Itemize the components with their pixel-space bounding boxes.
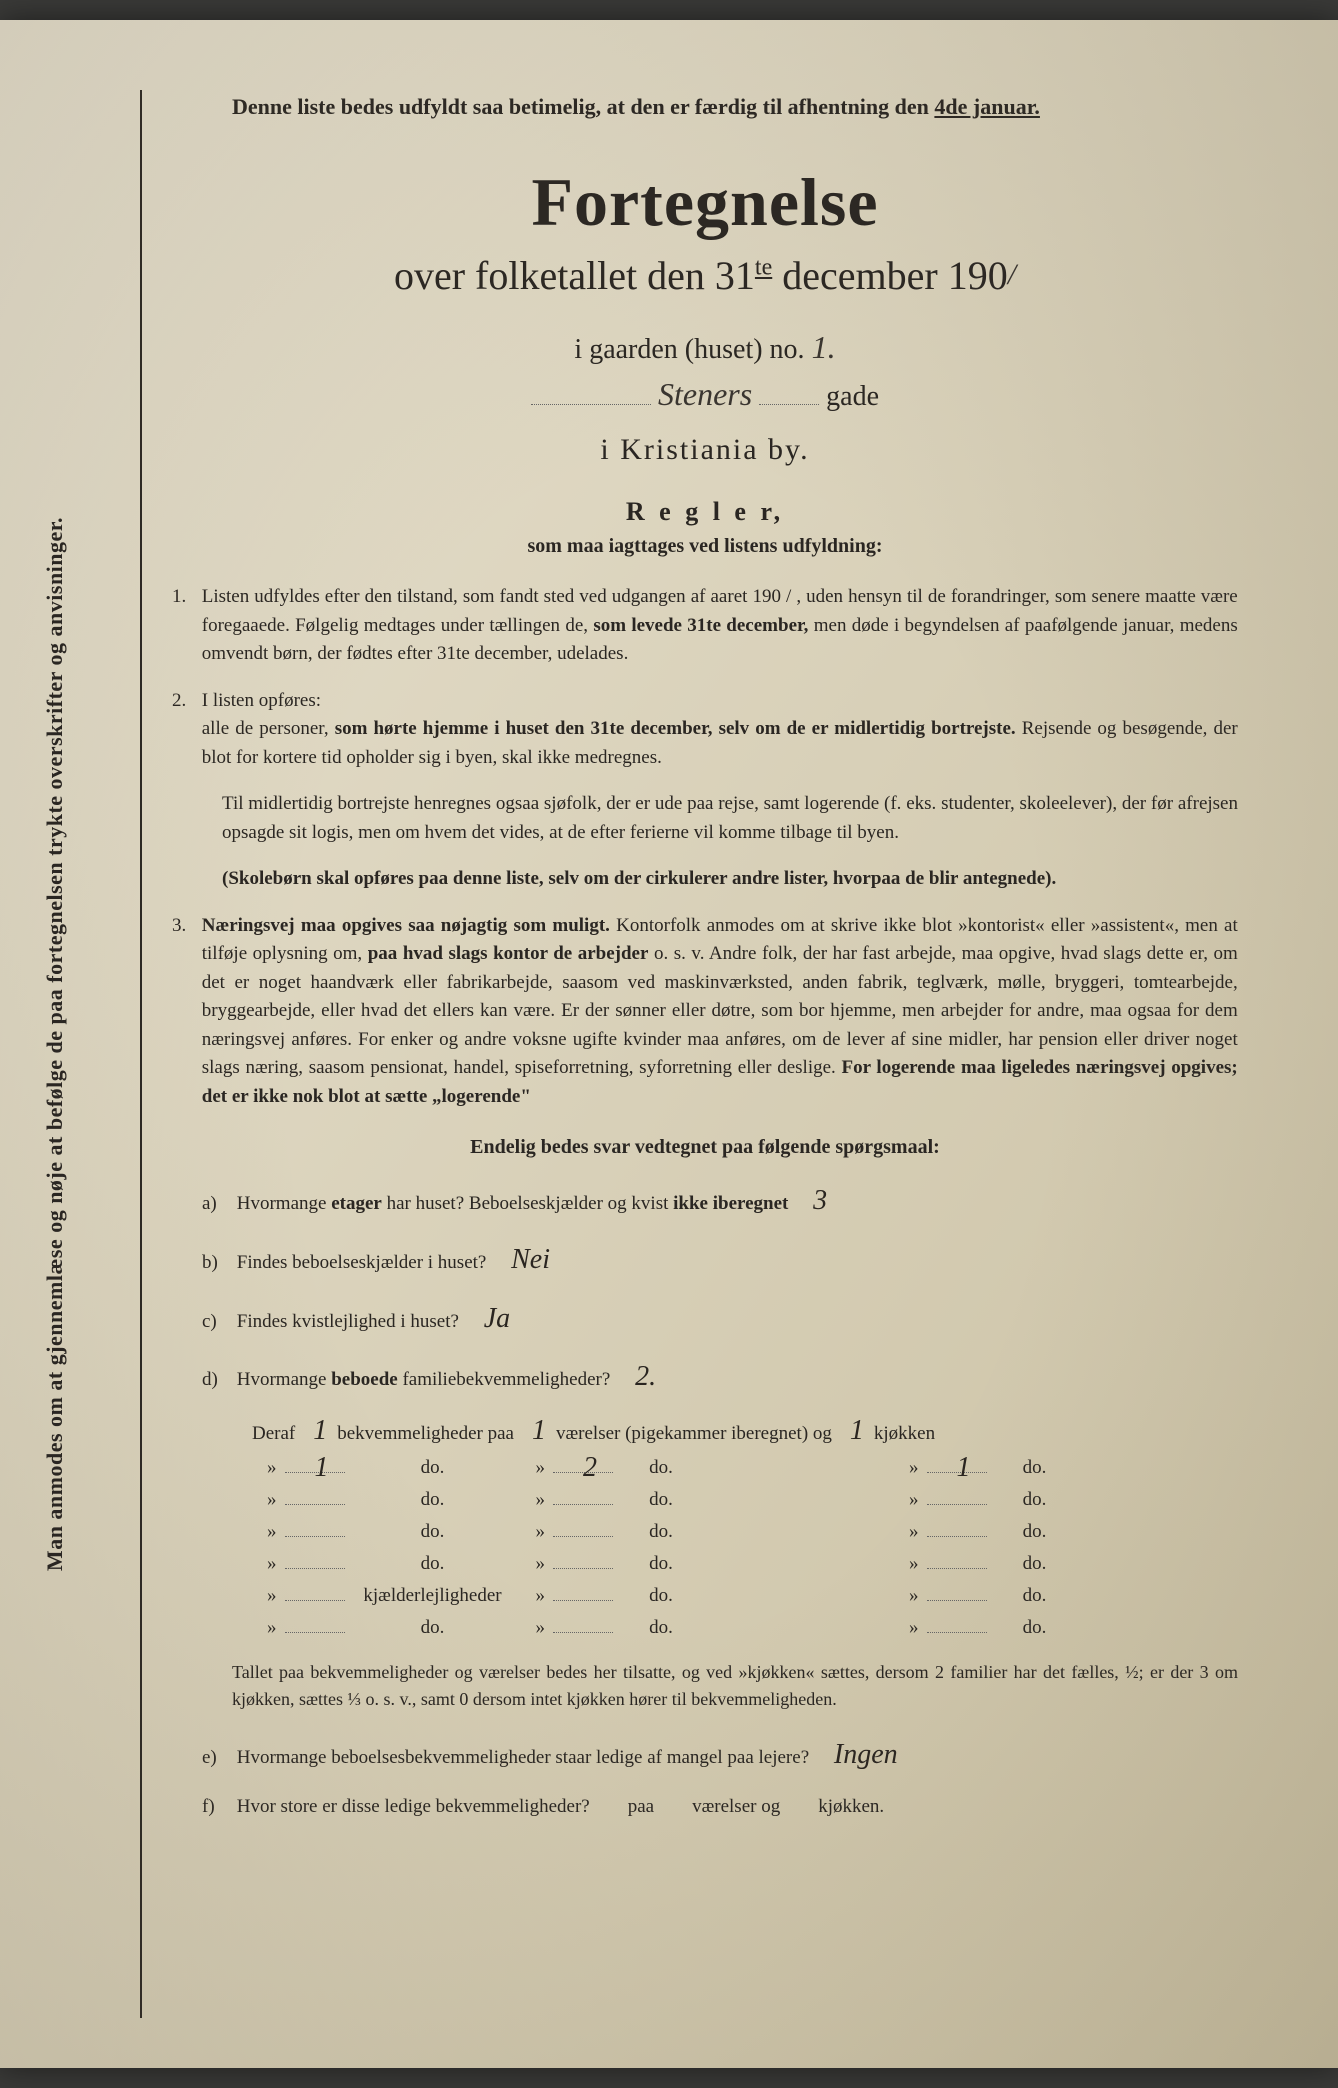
question-f: f) Hvor store er disse ledige bekvemmeli…: [202, 1792, 1238, 1822]
top-instruction: Denne liste bedes udfyldt saa betimelig,…: [232, 90, 1238, 123]
street-blank-left: [531, 404, 651, 405]
question-a-bold2: ikke iberegnet: [673, 1193, 788, 1214]
rule-2-body1: alle de personer,: [202, 718, 329, 739]
table-rows-container: »1do.»2do.»1do. »do.»do.»do. »do.»do.»do. »…: [252, 1457, 1238, 1639]
answer-c: Ja: [484, 1303, 510, 1334]
answer-e: Ingen: [834, 1739, 898, 1770]
street-suffix: gade: [826, 381, 879, 412]
subtitle-prefix: over folketallet den 31: [394, 253, 755, 298]
table-row: »kjælderlejligheder»do.»do.: [252, 1585, 1238, 1607]
question-c-text: Findes kvistlejlighed i huset?: [237, 1311, 459, 1332]
question-d-tail: familiebekvemmeligheder?: [402, 1369, 610, 1390]
rule-number: 1.: [172, 583, 197, 612]
question-d: d) Hvormange beboede familiebekvemmeligh…: [202, 1355, 1238, 1400]
deraf-v2: 1: [532, 1415, 546, 1447]
pickup-date: 4de januar.: [934, 94, 1040, 119]
document-title: Fortegnelse: [172, 163, 1238, 242]
question-a-text: Hvormange: [237, 1193, 327, 1214]
question-e: e) Hvormange beboelsesbekvemmeligheder s…: [202, 1733, 1238, 1778]
deraf-header-row: Deraf 1 bekvemmeligheder paa 1 værelser …: [252, 1415, 1238, 1447]
deraf-table: Deraf 1 bekvemmeligheder paa 1 værelser …: [252, 1415, 1238, 1639]
rule-1: 1. Listen udfyldes efter den tilstand, s…: [172, 583, 1238, 669]
subtitle: over folketallet den 31te december 190/: [172, 252, 1238, 299]
question-a-tail: har huset? Beboelseskjælder og kvist: [387, 1193, 669, 1214]
table-row: »1do.»2do.»1do.: [252, 1457, 1238, 1479]
f-label-kjokken: kjøkken.: [818, 1796, 884, 1817]
year-handwritten: /: [1008, 258, 1016, 291]
question-letter: c): [202, 1307, 232, 1337]
question-c: c) Findes kvistlejlighed i huset? Ja: [202, 1297, 1238, 1342]
rule-1-bold: som levede 31te december,: [593, 615, 808, 636]
question-letter: d): [202, 1365, 232, 1395]
question-letter: b): [202, 1248, 232, 1278]
question-a-bold: etager: [331, 1193, 382, 1214]
rule-3-bold1: Næringsvej maa opgives saa nøjagtig som …: [202, 915, 610, 936]
question-letter: e): [202, 1743, 232, 1773]
rule-3-body: Næringsvej maa opgives saa nøjagtig som …: [202, 912, 1238, 1112]
rule-2-bold1: som hørte hjemme i huset den 31te decemb…: [335, 718, 1016, 739]
rule-1-body: Listen udfyldes efter den tilstand, som …: [202, 583, 1238, 669]
table-row: »do.»do.»do.: [252, 1553, 1238, 1575]
table-footnote: Tallet paa bekvemmeligheder og værelser …: [232, 1659, 1238, 1713]
table-row: »do.»do.»do.: [252, 1521, 1238, 1543]
question-d-text: Hvormange: [237, 1369, 327, 1390]
table-row: »do.»do.»do.: [252, 1617, 1238, 1639]
house-number: 1.: [812, 329, 836, 365]
question-letter: f): [202, 1792, 232, 1822]
answer-a: 3: [813, 1185, 827, 1216]
question-a: a) Hvormange etager har huset? Beboelses…: [202, 1179, 1238, 1224]
gaarden-label: i gaarden (huset) no.: [574, 334, 804, 365]
table-row: »do.»do.»do.: [252, 1489, 1238, 1511]
question-f-text: Hvor store er disse ledige bekvemmelighe…: [237, 1796, 590, 1817]
rule-2-para2: Til midlertidig bortrejste henregnes ogs…: [222, 790, 1238, 847]
census-page: Man anmodes om at gjennemlæse og nøje at…: [0, 20, 1338, 2068]
question-d-bold: beboede: [331, 1369, 398, 1390]
street-blank-right: [759, 404, 819, 405]
answer-b: Nei: [511, 1244, 550, 1275]
question-b: b) Findes beboelseskjælder i huset? Nei: [202, 1238, 1238, 1283]
questions-header: Endelig bedes svar vedtegnet paa følgend…: [172, 1136, 1238, 1159]
rule-3: 3. Næringsvej maa opgives saa nøjagtig s…: [172, 912, 1238, 1112]
top-note-text: Denne liste bedes udfyldt saa betimelig,…: [232, 94, 929, 119]
rule-2-body: I listen opføres: alle de personer, som …: [202, 687, 1238, 773]
f-label-vaerelser: værelser og: [692, 1796, 780, 1817]
street-name: Steners: [658, 376, 752, 412]
ordinal-superscript: te: [755, 255, 772, 281]
deraf-mid2: værelser (pigekammer iberegnet) og: [556, 1423, 832, 1445]
gaarden-line: i gaarden (huset) no. 1.: [172, 329, 1238, 366]
deraf-tail: kjøkken: [874, 1423, 935, 1445]
rule-2-bold-para: (Skolebørn skal opføres paa denne liste,…: [222, 865, 1238, 894]
deraf-mid1: bekvemmeligheder paa: [337, 1423, 514, 1445]
question-b-text: Findes beboelseskjælder i huset?: [237, 1252, 487, 1273]
subtitle-suffix: december 190: [772, 253, 1007, 298]
question-e-text: Hvormange beboelsesbekvemmeligheder staa…: [237, 1747, 809, 1768]
question-letter: a): [202, 1189, 232, 1219]
vertical-margin-note: Man anmodes om at gjennemlæse og nøje at…: [42, 244, 68, 1844]
deraf-v3: 1: [850, 1415, 864, 1447]
rule-2-intro: I listen opføres:: [202, 690, 321, 711]
street-line: Steners gade: [172, 376, 1238, 413]
rule-2: 2. I listen opføres: alle de personer, s…: [172, 687, 1238, 773]
rule-number: 3.: [172, 912, 197, 941]
rule-number: 2.: [172, 687, 197, 716]
rules-subheading: som maa iagttages ved listens udfyldning…: [172, 535, 1238, 558]
f-label-paa: paa: [628, 1796, 654, 1817]
city-line: i Kristiania by.: [172, 433, 1238, 467]
content-area: Denne liste bedes udfyldt saa betimelig,…: [140, 90, 1238, 2018]
rules-heading: R e g l e r,: [172, 497, 1238, 527]
answer-d: 2.: [635, 1361, 656, 1392]
rule-3-bold2: paa hvad slags kontor de arbejder: [368, 943, 649, 964]
deraf-prefix: Deraf: [252, 1423, 295, 1445]
deraf-v1: 1: [313, 1415, 327, 1447]
